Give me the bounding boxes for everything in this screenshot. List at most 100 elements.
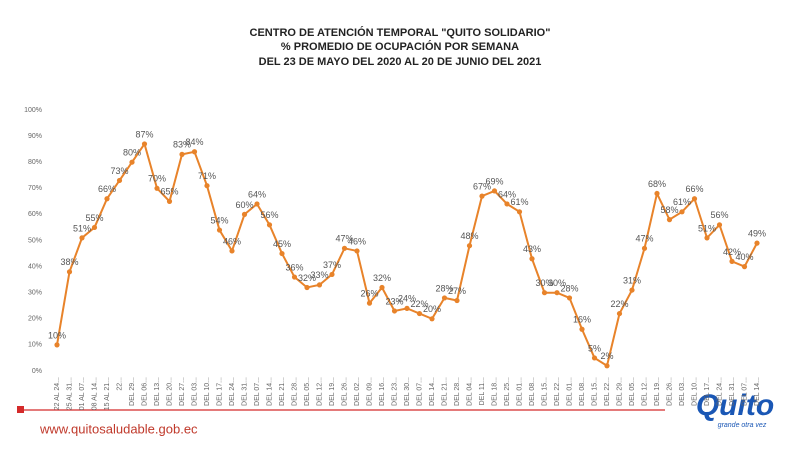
data-label: 33% — [310, 270, 328, 280]
x-tick-label: DEL 23... — [391, 377, 398, 406]
marker — [679, 209, 685, 215]
data-label: 31% — [623, 275, 641, 285]
data-label: 61% — [510, 197, 528, 207]
marker — [229, 248, 235, 254]
data-label: 46% — [223, 236, 241, 246]
marker — [366, 300, 373, 306]
x-tick-label: DEL 24... — [229, 377, 236, 406]
marker — [354, 248, 360, 254]
y-tick-label: 20% — [28, 316, 42, 323]
marker — [416, 310, 423, 317]
data-label: 51% — [698, 223, 716, 233]
data-label: 49% — [748, 228, 766, 238]
x-tick-label: DEL 07... — [741, 377, 748, 406]
marker — [391, 308, 398, 314]
data-label: 64% — [498, 189, 516, 199]
marker — [716, 222, 723, 228]
marker — [441, 295, 448, 301]
data-label: 42% — [723, 247, 741, 257]
marker — [654, 190, 660, 197]
x-tick-label: DEL 01... — [566, 377, 573, 406]
data-label: 30% — [548, 278, 566, 288]
data-label: 30% — [535, 278, 553, 288]
data-label: 37% — [323, 260, 341, 270]
chart-subtitle: DEL 23 DE MAYO DEL 2020 AL 20 DE JUNIO D… — [259, 56, 542, 68]
x-tick-label: DEL 22... — [604, 377, 611, 406]
marker — [66, 269, 73, 275]
marker — [329, 271, 335, 278]
x-tick-label: DEL 08... — [579, 377, 586, 406]
marker — [741, 264, 748, 270]
marker — [266, 222, 273, 228]
x-tick-label: DEL 29... — [616, 377, 623, 406]
x-tick-label: DEL 16... — [379, 377, 386, 406]
footer-square — [17, 406, 24, 413]
x-tick-label: DEL 22... — [554, 377, 561, 406]
data-label: 32% — [373, 273, 391, 283]
x-tick-label: DEL 26... — [666, 377, 673, 406]
data-label: 2% — [600, 351, 613, 361]
x-tick-label: DEL 09... — [366, 377, 373, 406]
data-label: 51% — [73, 223, 91, 233]
x-tick-label: DEL 03... — [191, 377, 198, 406]
data-label: 64% — [248, 189, 266, 199]
data-label: 23% — [385, 296, 403, 306]
data-label: 69% — [485, 176, 503, 186]
chart-title: CENTRO DE ATENCIÓN TEMPORAL "QUITO SOLID… — [250, 26, 551, 39]
data-label: 83% — [173, 140, 191, 150]
x-tick-label: 01 AL 07... — [79, 377, 86, 410]
data-label: 22% — [410, 299, 428, 309]
x-tick-label: DEL 06... — [141, 377, 148, 406]
x-tick-label: DEL 05... — [304, 377, 311, 406]
marker — [241, 211, 248, 217]
x-tick-label: DEL 24... — [716, 377, 723, 406]
x-tick-label: DEL 17... — [704, 377, 711, 406]
marker — [754, 240, 760, 246]
marker — [204, 183, 210, 189]
marker — [129, 159, 135, 165]
data-label: 84% — [185, 137, 203, 147]
data-label: 32% — [298, 273, 316, 283]
marker — [316, 282, 323, 288]
marker — [479, 193, 485, 199]
x-tick-label: DEL 15... — [541, 377, 548, 406]
data-label: 87% — [135, 129, 153, 139]
marker — [529, 256, 535, 262]
marker — [466, 243, 473, 249]
data-label: 68% — [648, 179, 666, 189]
y-tick-label: 0% — [32, 368, 42, 375]
y-tick-label: 40% — [28, 263, 42, 270]
y-tick-label: 100% — [24, 107, 42, 114]
x-tick-label: DEL 31... — [729, 377, 736, 406]
data-label: 28% — [560, 283, 578, 293]
y-tick-label: 50% — [28, 237, 42, 244]
x-tick-label: DEL 27... — [179, 377, 186, 406]
x-tick-label: DEL 07... — [254, 377, 261, 406]
marker — [691, 196, 698, 202]
data-label: 61% — [673, 197, 691, 207]
data-label: 54% — [210, 215, 228, 225]
x-tick-label: 08 AL 14... — [91, 377, 98, 410]
data-label: 46% — [348, 236, 366, 246]
x-tick-label: 22 AL 24... — [54, 377, 61, 410]
marker — [104, 196, 110, 202]
x-tick-label: DEL 15... — [591, 377, 598, 406]
x-tick-label: DEL 18... — [491, 377, 498, 406]
data-label: 43% — [523, 244, 541, 254]
data-label: 67% — [473, 182, 491, 192]
marker — [729, 258, 735, 264]
x-tick-label: DEL 03... — [679, 377, 686, 406]
data-label: 26% — [360, 289, 378, 299]
data-label: 47% — [635, 234, 653, 244]
x-tick-label: DEL 30... — [404, 377, 411, 406]
marker — [579, 326, 585, 332]
data-label: 66% — [98, 184, 116, 194]
chart-subtitle: % PROMEDIO DE OCUPACIÓN POR SEMANA — [281, 40, 519, 53]
marker — [554, 290, 560, 296]
marker — [216, 227, 223, 233]
x-tick-label: DEL 19... — [329, 377, 336, 406]
data-label: 22% — [610, 299, 628, 309]
x-tick-label: DEL 31... — [241, 377, 248, 406]
x-tick-label: DEL 11... — [479, 377, 486, 405]
marker — [254, 201, 260, 207]
